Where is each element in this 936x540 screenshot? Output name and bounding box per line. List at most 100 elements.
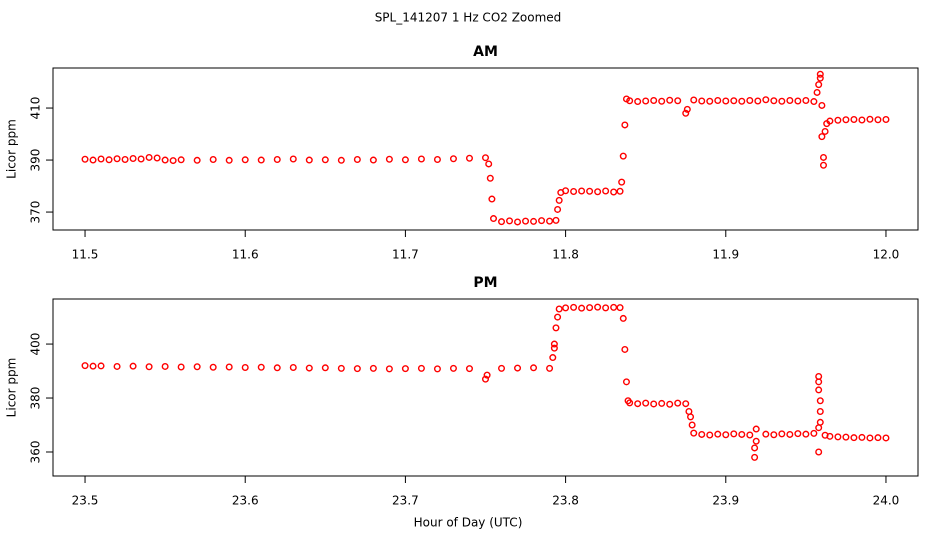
point	[488, 195, 496, 203]
point	[81, 362, 89, 370]
point	[129, 362, 137, 370]
point	[778, 430, 786, 438]
y-tick-label: 400	[29, 333, 43, 356]
point	[687, 413, 695, 421]
point	[289, 155, 297, 163]
point	[369, 156, 377, 164]
point	[353, 365, 361, 373]
y-tick-label: 380	[29, 387, 43, 410]
point	[682, 400, 690, 408]
point	[578, 304, 586, 312]
point	[706, 97, 714, 105]
point	[818, 101, 826, 109]
point	[89, 156, 97, 164]
point	[752, 425, 760, 433]
point	[714, 97, 722, 105]
point	[514, 218, 522, 226]
point	[818, 133, 826, 141]
point	[161, 362, 169, 370]
point	[555, 196, 563, 204]
point	[616, 187, 624, 195]
x-tick-label: 11.9	[712, 248, 739, 262]
point	[762, 96, 770, 104]
point	[209, 363, 217, 371]
point	[816, 70, 824, 78]
point	[490, 215, 498, 223]
point	[826, 432, 834, 440]
point	[549, 354, 557, 362]
point	[650, 97, 658, 105]
plot-box	[52, 67, 919, 231]
x-tick-label: 23.5	[72, 494, 99, 508]
point	[834, 116, 842, 124]
point	[850, 434, 858, 442]
point	[658, 399, 666, 407]
point	[738, 430, 746, 438]
point	[485, 160, 493, 168]
panel-title: PM	[473, 275, 497, 291]
point	[874, 434, 882, 442]
point	[666, 96, 674, 104]
x-tick-label: 23.6	[232, 494, 259, 508]
point	[770, 97, 778, 105]
point	[89, 362, 97, 370]
point	[634, 400, 642, 408]
point	[626, 399, 634, 407]
point	[802, 430, 810, 438]
point	[145, 363, 153, 371]
point	[634, 98, 642, 106]
suptitle: SPL_141207 1 Hz CO2 Zoomed	[375, 11, 562, 25]
point	[550, 344, 558, 352]
point	[498, 364, 506, 372]
point	[815, 448, 823, 456]
point	[257, 363, 265, 371]
point	[433, 365, 441, 373]
point	[722, 97, 730, 105]
point	[97, 362, 105, 370]
point	[834, 433, 842, 441]
point	[858, 116, 866, 124]
point	[658, 97, 666, 105]
point	[586, 304, 594, 312]
point	[882, 434, 890, 442]
point	[273, 364, 281, 372]
point	[177, 363, 185, 371]
point	[826, 117, 834, 125]
point	[616, 304, 624, 312]
point	[137, 155, 145, 163]
point	[305, 156, 313, 164]
point	[610, 188, 618, 196]
y-tick-label: 410	[29, 97, 43, 120]
point	[337, 364, 345, 372]
point	[337, 156, 345, 164]
point	[482, 154, 490, 162]
point	[546, 217, 554, 225]
x-tick-label: 23.7	[392, 494, 419, 508]
point	[353, 156, 361, 164]
point	[618, 178, 626, 186]
panel-title: AM	[473, 44, 498, 60]
point	[401, 156, 409, 164]
point	[562, 304, 570, 312]
point	[746, 97, 754, 105]
point	[810, 429, 818, 437]
point	[241, 156, 249, 164]
point	[714, 430, 722, 438]
point	[578, 187, 586, 195]
point	[786, 430, 794, 438]
point	[498, 218, 506, 226]
point	[690, 96, 698, 104]
point	[794, 430, 802, 438]
point	[842, 433, 850, 441]
point	[650, 400, 658, 408]
point	[816, 397, 824, 405]
point	[225, 363, 233, 371]
point	[642, 399, 650, 407]
point	[815, 372, 823, 380]
point	[514, 364, 522, 372]
point	[385, 155, 393, 163]
point	[621, 345, 629, 353]
point	[754, 97, 762, 105]
point	[698, 97, 706, 105]
point	[815, 386, 823, 394]
